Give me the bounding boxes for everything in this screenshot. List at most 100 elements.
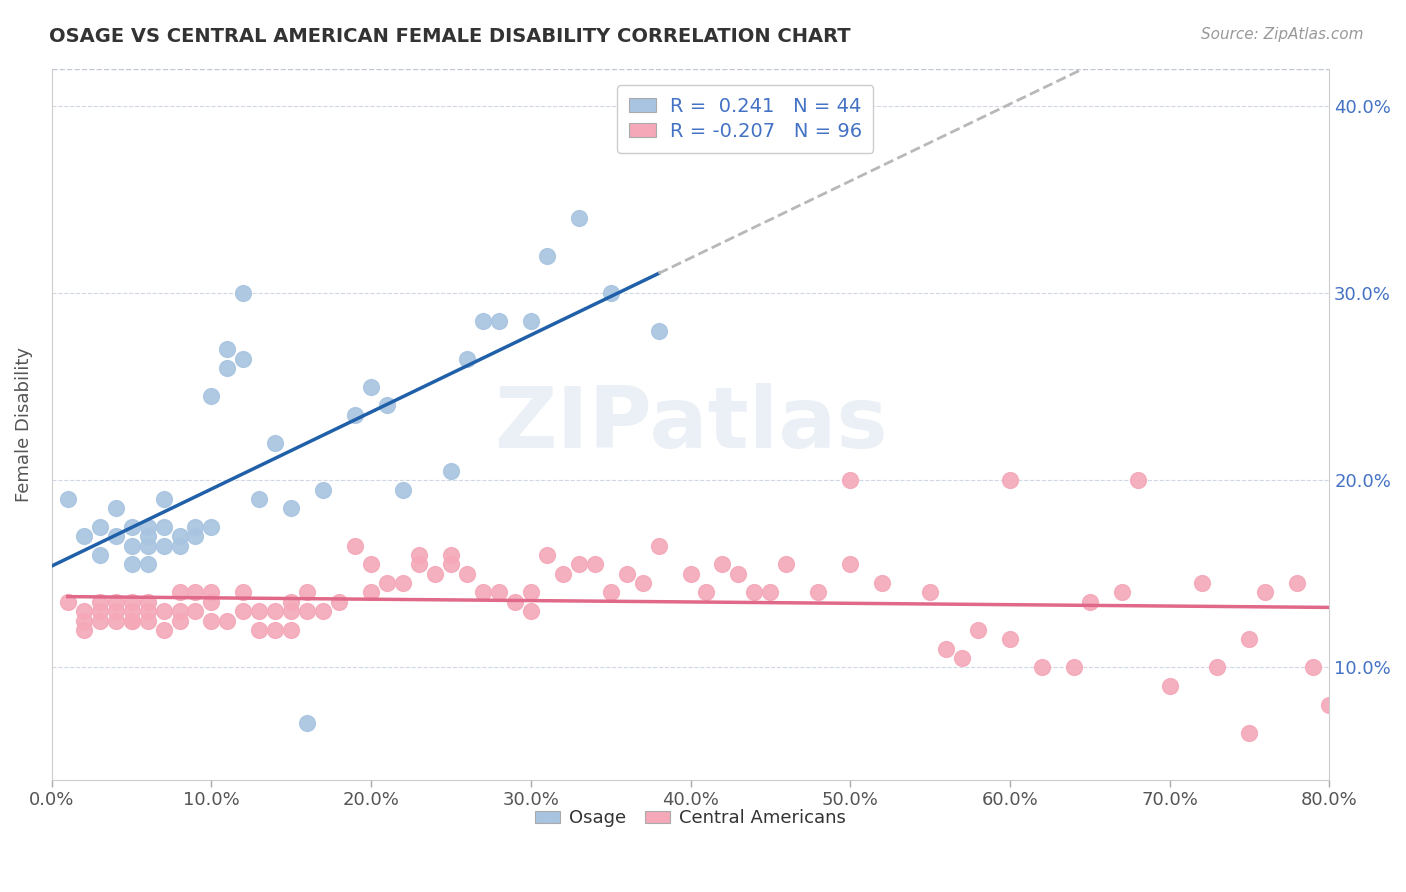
Point — [121, 614, 143, 628]
Point — [520, 585, 543, 599]
Point — [264, 435, 287, 450]
Point — [152, 604, 174, 618]
Point — [121, 614, 143, 628]
Point — [136, 604, 159, 618]
Point — [136, 529, 159, 543]
Point — [121, 558, 143, 572]
Point — [440, 464, 463, 478]
Point — [839, 473, 862, 487]
Point — [280, 604, 302, 618]
Point — [1302, 660, 1324, 674]
Point — [121, 595, 143, 609]
Point — [232, 286, 254, 301]
Point — [56, 595, 79, 609]
Point — [1063, 660, 1085, 674]
Point — [1031, 660, 1053, 674]
Point — [616, 566, 638, 581]
Point — [312, 604, 335, 618]
Point — [184, 520, 207, 534]
Point — [998, 473, 1021, 487]
Point — [375, 398, 398, 412]
Point — [264, 623, 287, 637]
Point — [200, 585, 222, 599]
Point — [232, 604, 254, 618]
Point — [104, 604, 127, 618]
Point — [599, 585, 621, 599]
Point — [440, 558, 463, 572]
Point — [217, 614, 239, 628]
Point — [1078, 595, 1101, 609]
Point — [136, 614, 159, 628]
Point — [169, 604, 191, 618]
Point — [679, 566, 702, 581]
Point — [1239, 632, 1261, 647]
Text: Source: ZipAtlas.com: Source: ZipAtlas.com — [1201, 27, 1364, 42]
Point — [727, 566, 749, 581]
Point — [121, 539, 143, 553]
Point — [408, 548, 430, 562]
Point — [344, 539, 367, 553]
Point — [247, 604, 270, 618]
Point — [184, 529, 207, 543]
Point — [1111, 585, 1133, 599]
Point — [136, 595, 159, 609]
Point — [1254, 585, 1277, 599]
Point — [568, 211, 591, 226]
Point — [297, 716, 319, 731]
Legend: Osage, Central Americans: Osage, Central Americans — [527, 802, 853, 835]
Point — [152, 491, 174, 506]
Point — [136, 539, 159, 553]
Point — [1239, 726, 1261, 740]
Point — [247, 491, 270, 506]
Point — [1206, 660, 1229, 674]
Point — [647, 539, 669, 553]
Point — [759, 585, 782, 599]
Point — [839, 558, 862, 572]
Point — [136, 520, 159, 534]
Point — [392, 576, 415, 591]
Point — [456, 566, 478, 581]
Point — [360, 585, 382, 599]
Point — [807, 585, 830, 599]
Point — [152, 520, 174, 534]
Point — [870, 576, 893, 591]
Point — [152, 539, 174, 553]
Point — [471, 585, 494, 599]
Point — [408, 558, 430, 572]
Point — [104, 595, 127, 609]
Point — [423, 566, 446, 581]
Point — [328, 595, 350, 609]
Point — [536, 548, 558, 562]
Point — [440, 548, 463, 562]
Point — [360, 558, 382, 572]
Point — [121, 520, 143, 534]
Point — [73, 623, 96, 637]
Point — [1159, 679, 1181, 693]
Point — [1317, 698, 1340, 712]
Point — [967, 623, 990, 637]
Point — [232, 351, 254, 366]
Point — [152, 623, 174, 637]
Point — [744, 585, 766, 599]
Point — [169, 585, 191, 599]
Point — [551, 566, 574, 581]
Point — [280, 501, 302, 516]
Point — [217, 360, 239, 375]
Point — [56, 491, 79, 506]
Point — [184, 585, 207, 599]
Point — [89, 614, 111, 628]
Point — [200, 595, 222, 609]
Point — [711, 558, 734, 572]
Point — [536, 249, 558, 263]
Text: ZIPatlas: ZIPatlas — [494, 383, 887, 466]
Point — [73, 529, 96, 543]
Point — [392, 483, 415, 497]
Point — [950, 651, 973, 665]
Point — [297, 604, 319, 618]
Point — [375, 576, 398, 591]
Point — [344, 408, 367, 422]
Point — [297, 585, 319, 599]
Point — [264, 604, 287, 618]
Point — [583, 558, 606, 572]
Point — [1191, 576, 1213, 591]
